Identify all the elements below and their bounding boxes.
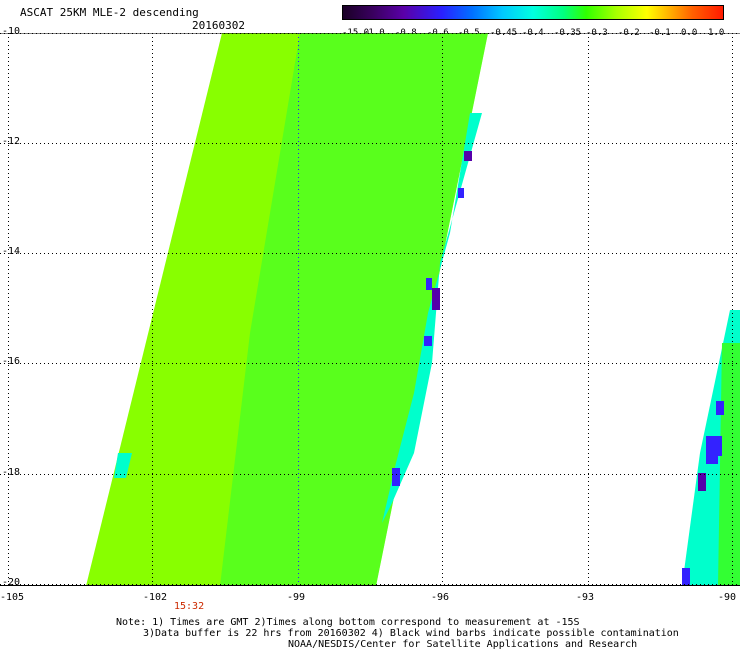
low-value-pixel — [698, 473, 706, 491]
swath-time-label: 15:32 — [174, 601, 205, 612]
swath-green-band — [220, 33, 488, 586]
lat-label: -14 — [2, 246, 21, 257]
lon-label: -99 — [287, 592, 306, 603]
low-value-pixel — [426, 278, 432, 290]
footer-note-line-1: Note: 1) Times are GMT 2)Times along bot… — [116, 617, 580, 628]
lon-label: -96 — [431, 592, 450, 603]
swath-cyan-edge — [382, 113, 482, 523]
low-value-pixel — [706, 436, 722, 456]
map-date: 20160302 — [192, 19, 245, 32]
lon-label: -105 — [0, 592, 25, 603]
map-title: ASCAT 25KM MLE-2 descending — [20, 6, 199, 19]
low-value-pixel — [424, 336, 432, 346]
low-value-pixel — [458, 188, 464, 198]
low-value-pixel — [716, 401, 724, 415]
lon-label: -102 — [143, 592, 168, 603]
colorbar — [342, 5, 724, 20]
low-value-pixel — [432, 288, 440, 310]
low-value-pixel — [706, 456, 718, 464]
swath-map — [0, 32, 740, 586]
lat-label: -12 — [2, 136, 21, 147]
lat-label: -18 — [2, 467, 21, 478]
map-plot-area — [0, 32, 740, 586]
lat-label: -10 — [2, 26, 21, 37]
low-value-pixel — [464, 151, 472, 161]
lat-label: -16 — [2, 356, 21, 367]
low-value-pixel — [682, 568, 690, 586]
swath-cyan-west — [114, 453, 132, 478]
lon-label: -90 — [718, 592, 737, 603]
lon-label: -93 — [576, 592, 595, 603]
lat-label: -20 — [2, 577, 21, 588]
footer-credit: NOAA/NESDIS/Center for Satellite Applica… — [288, 639, 638, 650]
low-value-pixel — [392, 476, 400, 486]
footer-note-line-2: 3)Data buffer is 22 hrs from 20160302 4)… — [143, 628, 679, 639]
